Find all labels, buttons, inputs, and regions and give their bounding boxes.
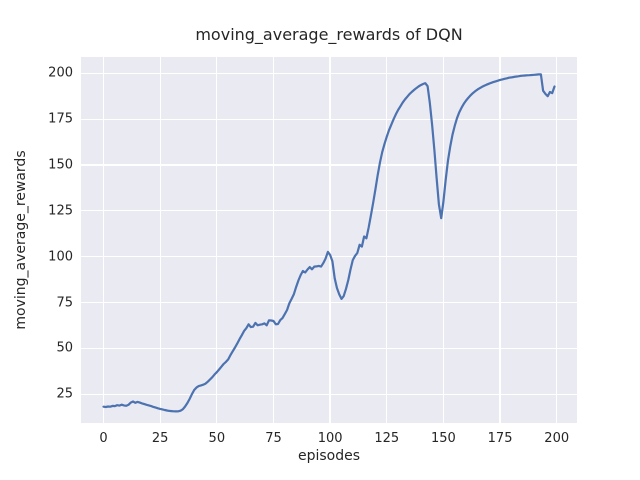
y-gridline xyxy=(81,256,577,258)
y-gridline xyxy=(81,210,577,212)
y-tick-label: 25 xyxy=(56,386,73,402)
dqn-reward-line xyxy=(102,73,556,413)
y-gridline xyxy=(81,347,577,350)
y-tick-label: 175 xyxy=(48,111,73,127)
y-gridline xyxy=(81,301,577,304)
x-gridline xyxy=(556,57,558,423)
x-gridline xyxy=(216,57,218,423)
x-tick-label: 125 xyxy=(374,431,400,446)
x-tick-label: 0 xyxy=(99,431,108,446)
x-tick-label: 25 xyxy=(151,431,169,446)
y-tick-label: 200 xyxy=(48,65,73,81)
x-gridline xyxy=(442,57,445,423)
plot-area xyxy=(81,57,577,423)
x-gridline xyxy=(102,57,105,423)
x-tick-label: 200 xyxy=(544,431,570,446)
x-gridline xyxy=(159,57,161,423)
x-tick-label: 175 xyxy=(487,431,513,446)
y-tick-label: 75 xyxy=(56,295,73,311)
y-gridline xyxy=(81,118,577,120)
x-tick-label: 150 xyxy=(431,431,456,446)
y-tick-label: 125 xyxy=(48,203,73,219)
y-tick-label: 150 xyxy=(48,157,73,173)
y-axis-label: moving_average_rewards xyxy=(13,150,29,330)
line-chart-svg xyxy=(102,73,556,413)
x-gridline xyxy=(329,57,331,423)
x-gridline xyxy=(272,57,275,423)
y-gridline xyxy=(81,393,577,395)
x-gridline xyxy=(386,57,388,423)
x-axis-label: episodes xyxy=(297,448,361,464)
y-tick-label: 100 xyxy=(48,249,73,265)
x-gridline xyxy=(499,57,501,423)
y-tick-label: 50 xyxy=(56,340,73,356)
chart-title: moving_average_rewards of DQN xyxy=(195,25,463,44)
y-gridline xyxy=(81,72,577,74)
x-tick-label: 75 xyxy=(265,431,282,446)
x-tick-label: 100 xyxy=(317,431,343,446)
y-gridline xyxy=(81,164,577,166)
x-tick-label: 50 xyxy=(208,431,226,446)
